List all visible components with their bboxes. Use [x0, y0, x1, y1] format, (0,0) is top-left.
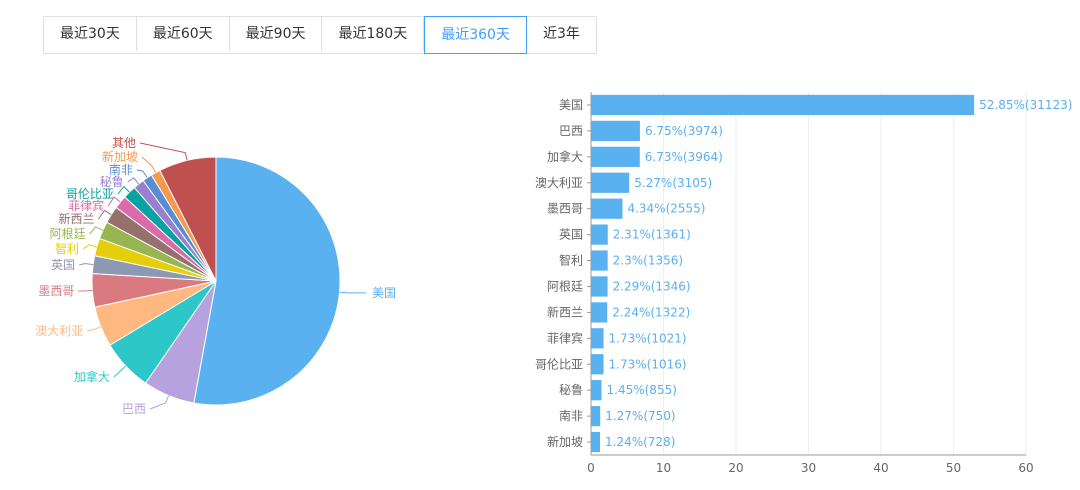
bar-value-label: 5.27%(3105) [634, 176, 712, 190]
bar[interactable] [591, 380, 602, 401]
pie-label-line [113, 365, 127, 378]
pie-slice-label: 加拿大 [74, 369, 110, 384]
bar-value-label: 52.85%(31123) [979, 98, 1072, 112]
bar[interactable] [591, 405, 601, 427]
tab-3-years[interactable]: 近3年 [526, 17, 596, 51]
bar-value-label: 1.73%(1016) [609, 357, 687, 371]
pie-label-line [79, 263, 94, 266]
bar[interactable] [591, 431, 600, 453]
pie-slice[interactable] [193, 156, 341, 406]
pie-label-line [127, 177, 140, 185]
x-tick-label: 0 [587, 461, 595, 475]
pie-label-line [87, 326, 101, 332]
bar-value-label: 1.27%(750) [605, 409, 675, 423]
y-tick-label: 美国 [559, 98, 583, 112]
x-tick-label: 50 [946, 461, 961, 475]
bar[interactable] [591, 328, 604, 349]
x-tick-label: 10 [656, 461, 671, 475]
pie-label-line [149, 395, 170, 410]
x-tick-label: 20 [728, 461, 743, 475]
y-tick-label: 智利 [559, 253, 583, 268]
bar-value-label: 2.3%(1356) [613, 254, 683, 268]
bar-value-label: 6.75%(3974) [645, 124, 723, 138]
y-tick-label: 哥伦比亚 [535, 356, 583, 371]
pie-label-line [107, 196, 121, 207]
pie-label-line [98, 209, 112, 220]
y-tick-label: 新西兰 [547, 304, 583, 319]
pie-label-line [82, 244, 97, 250]
pie-label-line [339, 291, 366, 294]
y-tick-label: 阿根廷 [547, 279, 583, 293]
bar-value-label: 4.34%(2555) [627, 202, 705, 216]
y-tick-label: 加拿大 [547, 149, 583, 164]
pie-label-line [78, 289, 93, 292]
bar-value-label: 1.73%(1021) [609, 331, 687, 345]
bar[interactable] [591, 354, 604, 375]
pie-label-line [89, 226, 104, 235]
pie-label-line [136, 169, 148, 179]
bar[interactable] [591, 198, 623, 219]
x-tick-label: 40 [873, 461, 888, 475]
time-range-tabs: 最近30天 最近60天 最近90天 最近180天 最近360天 近3年 [43, 16, 597, 54]
bar[interactable] [591, 94, 975, 116]
bar-value-label: 2.29%(1346) [613, 279, 691, 293]
bar-value-label: 2.31%(1361) [613, 228, 691, 242]
tab-60-days[interactable]: 最近60天 [136, 17, 230, 51]
pie-slice-label: 新西兰 [58, 211, 94, 226]
y-tick-label: 南非 [559, 408, 583, 423]
bar[interactable] [591, 302, 608, 323]
y-tick-label: 英国 [559, 228, 583, 242]
bar[interactable] [591, 120, 640, 142]
tab-30-days[interactable]: 最近30天 [44, 17, 137, 51]
pie-slice-label: 巴西 [122, 402, 146, 416]
y-tick-label: 新加坡 [547, 434, 583, 449]
x-tick-label: 60 [1018, 461, 1033, 475]
y-tick-label: 秘鲁 [559, 383, 583, 397]
bar[interactable] [591, 146, 640, 167]
pie-slice-label: 阿根廷 [50, 227, 86, 241]
bar-value-label: 1.24%(728) [605, 435, 675, 449]
bar[interactable] [591, 276, 608, 297]
pie-slice-label: 墨西哥 [38, 284, 74, 298]
y-tick-label: 澳大利亚 [535, 176, 583, 190]
pie-slice-label: 南非 [109, 162, 133, 177]
y-tick-label: 墨西哥 [547, 202, 583, 216]
pie-slice-label: 秘鲁 [100, 175, 124, 189]
y-tick-label: 菲律宾 [547, 330, 583, 345]
pie-slice-label: 美国 [372, 286, 396, 300]
bar-value-label: 1.45%(855) [607, 383, 677, 397]
pie-label-line [117, 185, 130, 195]
pie-slice-label: 新加坡 [102, 149, 138, 164]
tab-180-days[interactable]: 最近180天 [322, 17, 425, 51]
tab-360-days[interactable]: 最近360天 [424, 16, 527, 54]
bar-value-label: 6.73%(3964) [645, 150, 723, 164]
bar[interactable] [591, 250, 608, 271]
pie-slice-label: 英国 [51, 258, 75, 272]
pie-slice-label: 其他 [112, 136, 136, 150]
y-tick-label: 巴西 [559, 124, 583, 138]
bar-value-label: 2.24%(1322) [612, 305, 690, 319]
tab-90-days[interactable]: 最近90天 [229, 17, 323, 51]
pie-slice-label: 澳大利亚 [35, 324, 83, 338]
bar[interactable] [591, 172, 630, 193]
pie-label-line [139, 142, 188, 161]
pie-slice[interactable] [159, 156, 217, 282]
bar[interactable] [591, 224, 608, 245]
pie-slice-label: 哥伦比亚 [66, 186, 114, 201]
pie-slice-label: 菲律宾 [68, 198, 104, 213]
pie-label-line [141, 156, 157, 173]
pie-slice-label: 智利 [55, 241, 79, 256]
x-tick-label: 30 [801, 461, 816, 475]
